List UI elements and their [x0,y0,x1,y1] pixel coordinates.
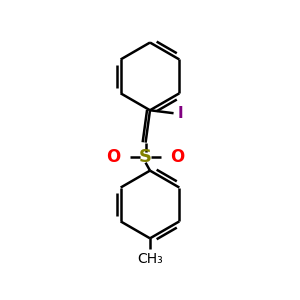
Text: O: O [171,148,185,166]
Text: S: S [139,148,152,166]
Text: I: I [178,106,184,121]
Text: O: O [106,148,121,166]
Text: CH₃: CH₃ [137,252,163,266]
